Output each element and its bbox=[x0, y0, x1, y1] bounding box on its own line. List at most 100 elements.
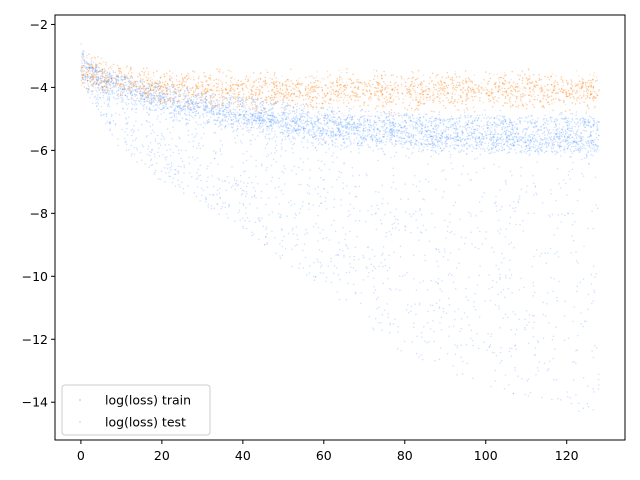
train-point bbox=[281, 129, 283, 131]
train-point bbox=[549, 116, 552, 118]
train-point bbox=[370, 124, 372, 127]
train-point bbox=[350, 125, 353, 128]
train-point bbox=[431, 135, 434, 138]
train-point bbox=[145, 107, 148, 110]
train-point bbox=[302, 112, 305, 115]
train-point bbox=[83, 60, 85, 62]
train-point bbox=[440, 134, 442, 137]
train-point bbox=[420, 132, 422, 135]
train-point bbox=[87, 88, 90, 91]
train-point bbox=[267, 197, 270, 199]
train-point bbox=[391, 133, 393, 136]
train-point bbox=[273, 130, 276, 132]
train-point bbox=[197, 102, 200, 105]
train-point bbox=[260, 116, 262, 118]
train-point bbox=[176, 145, 178, 148]
train-point bbox=[566, 135, 569, 138]
train-point bbox=[352, 283, 355, 286]
train-point bbox=[495, 281, 498, 283]
train-point bbox=[554, 123, 557, 126]
train-point bbox=[393, 155, 396, 157]
train-point bbox=[89, 77, 91, 80]
train-point bbox=[437, 118, 439, 121]
train-point bbox=[326, 130, 329, 133]
train-point bbox=[221, 124, 223, 126]
train-point bbox=[223, 180, 226, 182]
train-point bbox=[209, 94, 211, 96]
train-point bbox=[262, 125, 264, 127]
train-point bbox=[592, 388, 594, 390]
train-point bbox=[83, 56, 85, 58]
train-point bbox=[350, 108, 353, 110]
train-point bbox=[414, 127, 417, 130]
train-point bbox=[536, 340, 539, 342]
train-point bbox=[119, 85, 122, 88]
train-point bbox=[180, 107, 183, 110]
train-point bbox=[518, 195, 521, 198]
train-point bbox=[117, 97, 120, 100]
train-point bbox=[500, 291, 502, 294]
train-point bbox=[468, 134, 470, 137]
train-point bbox=[432, 120, 435, 123]
train-point bbox=[249, 129, 252, 131]
train-point bbox=[214, 123, 216, 125]
train-point bbox=[375, 134, 378, 137]
train-point bbox=[582, 117, 585, 119]
train-point bbox=[534, 185, 537, 188]
train-point bbox=[502, 123, 505, 126]
train-point bbox=[580, 118, 582, 120]
train-point bbox=[300, 141, 303, 143]
train-point bbox=[338, 298, 341, 301]
train-point bbox=[96, 79, 99, 81]
train-point bbox=[470, 134, 473, 136]
train-point bbox=[279, 255, 281, 257]
train-point bbox=[527, 115, 530, 118]
train-point bbox=[353, 123, 355, 125]
train-point bbox=[240, 194, 243, 196]
train-point bbox=[575, 260, 578, 262]
train-point bbox=[205, 196, 207, 198]
train-point bbox=[491, 286, 493, 288]
train-point bbox=[438, 137, 441, 139]
train-point bbox=[105, 92, 108, 94]
train-point bbox=[435, 248, 438, 251]
train-point bbox=[472, 122, 474, 125]
train-point bbox=[380, 261, 383, 264]
train-point bbox=[179, 101, 181, 104]
train-point bbox=[422, 149, 425, 151]
train-point bbox=[307, 120, 309, 122]
train-point bbox=[589, 135, 591, 138]
train-point bbox=[558, 133, 560, 135]
train-point bbox=[466, 362, 469, 365]
train-point bbox=[412, 135, 415, 138]
train-point bbox=[235, 117, 237, 120]
train-point bbox=[549, 132, 551, 135]
train-point bbox=[161, 91, 163, 93]
train-point bbox=[454, 124, 457, 127]
train-point bbox=[337, 254, 340, 257]
train-point bbox=[410, 305, 412, 307]
train-point bbox=[524, 393, 527, 396]
train-point bbox=[206, 104, 208, 106]
train-point bbox=[124, 112, 126, 114]
train-point bbox=[97, 98, 100, 101]
train-point bbox=[536, 141, 539, 143]
train-point bbox=[287, 117, 290, 119]
train-point bbox=[494, 202, 496, 205]
train-point bbox=[340, 199, 342, 201]
train-point bbox=[561, 135, 563, 138]
train-point bbox=[380, 114, 383, 116]
train-point bbox=[459, 137, 461, 139]
train-point bbox=[349, 203, 352, 206]
train-point bbox=[411, 115, 414, 117]
train-point bbox=[469, 145, 471, 148]
train-point bbox=[564, 214, 566, 217]
train-point bbox=[510, 328, 513, 331]
train-point bbox=[353, 122, 355, 124]
train-point bbox=[110, 77, 113, 80]
train-point bbox=[174, 92, 177, 94]
train-point bbox=[395, 151, 398, 154]
train-point bbox=[401, 146, 404, 149]
train-point bbox=[537, 341, 540, 344]
train-point bbox=[322, 228, 324, 231]
